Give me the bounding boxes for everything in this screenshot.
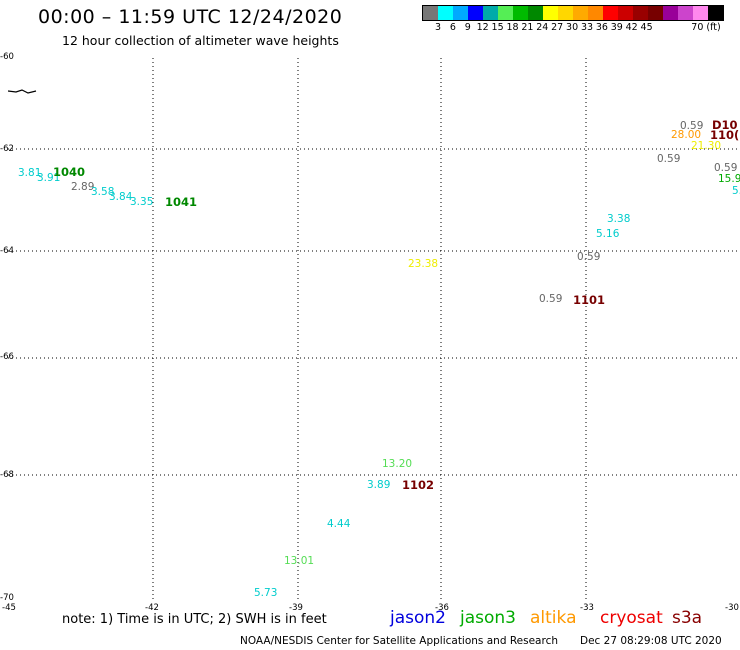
legend-swatch <box>693 6 708 20</box>
buoy-label: 1040 <box>53 165 86 179</box>
lat-tick-label: -68 <box>0 470 14 480</box>
satellite-name: jason3 <box>460 608 516 628</box>
swh-observation: 5. <box>732 185 740 197</box>
legend-label: 30 <box>566 22 579 33</box>
swh-observation: 13.20 <box>382 458 413 470</box>
legend-swatch <box>423 6 438 20</box>
legend-swatch <box>633 6 648 20</box>
lon-tick-label: -36 <box>435 603 449 613</box>
legend-label: 9 <box>464 22 471 33</box>
swh-observation: 0.59 <box>680 120 704 132</box>
legend-swatch <box>498 6 513 20</box>
buoy-label: 1101 <box>573 293 606 307</box>
legend-swatch <box>453 6 468 20</box>
lat-tick-label: -64 <box>0 246 14 256</box>
swh-observation: 4.44 <box>327 518 351 530</box>
footer-note: note: 1) Time is in UTC; 2) SWH is in fe… <box>62 612 327 627</box>
legend-swatch <box>438 6 453 20</box>
swh-observation: 3.84 <box>109 191 133 203</box>
satellite-name: jason2 <box>390 608 446 628</box>
buoy-label: 1102 <box>402 478 435 492</box>
legend-swatch <box>468 6 483 20</box>
swh-observation: 3.81 <box>18 167 42 179</box>
swh-observation: 2.89 <box>71 181 95 193</box>
swh-observation: 13.01 <box>284 555 315 567</box>
swh-observation: 23.38 <box>408 258 439 270</box>
satellite-name: altika <box>530 608 577 628</box>
swh-observation: 21.30 <box>691 140 722 152</box>
swh-observation: 0.59 <box>657 153 681 165</box>
lon-tick-label: -45 <box>2 603 16 613</box>
legend-swatch <box>618 6 633 20</box>
satellite-name: cryosat <box>600 608 663 628</box>
legend-swatch <box>528 6 543 20</box>
legend-label: 27 <box>551 22 564 33</box>
swh-observation: 0.59 <box>539 293 563 305</box>
legend-label: 36 <box>595 22 608 33</box>
satellite-name: s3a <box>672 608 703 628</box>
legend-label: 39 <box>610 22 623 33</box>
legend-swatch <box>558 6 573 20</box>
lon-tick-label: -42 <box>145 603 159 613</box>
swh-observation: 3.38 <box>607 213 631 225</box>
coastline <box>8 89 37 94</box>
credit-text: NOAA/NESDIS Center for Satellite Applica… <box>240 635 558 647</box>
lat-tick-label: -60 <box>0 52 14 62</box>
buoy-label: D10 <box>712 118 738 132</box>
page-title: 00:00 – 11:59 UTC 12/24/2020 <box>38 6 343 28</box>
legend-swatch <box>603 6 618 20</box>
legend-label: 24 <box>536 22 549 33</box>
legend-swatch <box>513 6 528 20</box>
buoy-label: 110( <box>710 128 740 142</box>
legend-label: 33 <box>580 22 594 33</box>
legend-label: 12 <box>476 22 489 33</box>
buoy-label: 1041 <box>165 195 198 209</box>
swh-observation: 3.89 <box>367 479 391 491</box>
legend-swatch <box>648 6 663 20</box>
legend-swatch <box>588 6 603 20</box>
legend-label: 15 <box>491 22 504 33</box>
generated-timestamp: Dec 27 08:29:08 UTC 2020 <box>580 635 722 647</box>
lat-tick-label: -62 <box>0 144 14 154</box>
swh-observation: 28.00 <box>671 129 702 141</box>
lon-tick-label: -30 <box>725 603 739 613</box>
swh-observation: 3.91 <box>37 172 61 184</box>
swh-observation: 5.16 <box>596 228 620 240</box>
swh-observation: 0.59 <box>714 162 738 174</box>
legend-swatch <box>573 6 588 20</box>
lat-tick-label: -66 <box>0 352 14 362</box>
lat-tick-label: -70 <box>0 593 14 603</box>
swh-observation: 5.73 <box>254 587 278 599</box>
legend-swatch <box>663 6 678 20</box>
legend-swatch <box>708 6 723 20</box>
legend-unit: 70 (ft) <box>691 22 721 33</box>
legend-swatch <box>543 6 558 20</box>
color-legend <box>422 5 724 21</box>
legend-label: 21 <box>521 22 534 33</box>
legend-label: 18 <box>506 22 519 33</box>
map-frame <box>8 58 738 600</box>
legend-label: 42 <box>625 22 638 33</box>
lon-tick-label: -39 <box>289 603 303 613</box>
legend-label: 45 <box>640 22 653 33</box>
legend-label: 3 <box>434 22 442 33</box>
legend-swatch <box>483 6 498 20</box>
page-subtitle: 12 hour collection of altimeter wave hei… <box>62 33 339 48</box>
lon-tick-label: -33 <box>580 603 594 613</box>
swh-observation: 15.9 <box>718 173 740 185</box>
legend-swatch <box>678 6 693 20</box>
swh-observation: 3.58 <box>91 186 115 198</box>
legend-label: 6 <box>449 22 456 33</box>
swh-observation: 0.59 <box>577 251 601 263</box>
swh-observation: 3.35 <box>130 196 154 208</box>
